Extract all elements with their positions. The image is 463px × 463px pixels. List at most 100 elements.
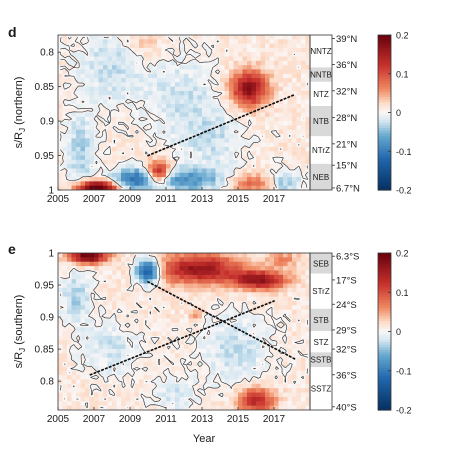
heatmap-cell [247, 142, 253, 148]
heatmap-cell [283, 296, 289, 302]
heatmap-cell [76, 396, 82, 402]
colorbar-segment [378, 284, 391, 288]
heatmap-cell [130, 159, 136, 165]
colorbar-segment [378, 370, 391, 374]
heatmap-cell [80, 146, 86, 152]
heatmap-cell [67, 146, 73, 152]
heatmap-cell [242, 69, 248, 75]
heatmap-cell [98, 314, 104, 320]
heatmap-cell [278, 405, 284, 410]
colorbar-segment [378, 42, 391, 46]
heatmap-cell [94, 292, 100, 298]
heatmap-cell [116, 270, 122, 276]
heatmap-cell [292, 370, 298, 376]
heatmap-cell [103, 159, 109, 165]
heatmap-cell [283, 121, 289, 127]
heatmap-cell [58, 375, 64, 381]
heatmap-cell [157, 39, 163, 45]
heatmap-cell [85, 56, 91, 62]
heatmap-cell [62, 375, 68, 381]
heatmap-cell [260, 90, 266, 96]
heatmap-cell [233, 146, 239, 152]
panel-letter: d [8, 24, 17, 40]
heatmap-cell [287, 52, 293, 58]
heatmap-cell [292, 375, 298, 381]
heatmap-cell [274, 82, 280, 88]
heatmap-cell [98, 292, 104, 298]
heatmap-cell [260, 138, 266, 144]
heatmap-cell [112, 116, 118, 122]
heatmap-cell [229, 99, 235, 105]
heatmap-cell [80, 86, 86, 92]
heatmap-cell [103, 134, 109, 139]
heatmap-cell [184, 370, 190, 376]
heatmap-cell [71, 392, 77, 398]
heatmap-cell [71, 129, 77, 135]
heatmap-cell [247, 172, 253, 178]
heatmap-cell [103, 112, 109, 118]
heatmap-cell [265, 52, 271, 58]
heatmap-cell [130, 266, 136, 272]
heatmap-cell [85, 86, 91, 92]
heatmap-cell [139, 274, 145, 280]
heatmap-cell [80, 112, 86, 118]
heatmap-cell [184, 331, 190, 337]
heatmap-cell [80, 353, 86, 359]
heatmap-cell [251, 287, 257, 293]
colorbar-segment [378, 47, 391, 52]
heatmap-cell [305, 78, 310, 83]
heatmap-cell [242, 261, 248, 267]
heatmap-cell [121, 181, 127, 187]
heatmap-cell [305, 60, 310, 66]
heatmap-cell [121, 348, 127, 354]
heatmap-cell [260, 340, 266, 346]
heatmap-cell [188, 283, 194, 289]
heatmap-cell [301, 305, 307, 311]
heatmap-cell [121, 125, 127, 131]
heatmap-cell [62, 177, 68, 182]
heatmap-cell [247, 383, 253, 389]
heatmap-cell [269, 116, 275, 122]
heatmap-cell [134, 379, 140, 385]
x-tick-label: 2017 [263, 194, 286, 205]
heatmap-cell [260, 327, 266, 333]
heatmap-cell [260, 99, 266, 105]
heatmap-cell [71, 155, 77, 161]
heatmap-cell [305, 129, 310, 135]
heatmap-cell [193, 65, 199, 71]
heatmap-cell [143, 375, 149, 381]
heatmap-cell [103, 47, 109, 53]
heatmap-cell [215, 279, 221, 285]
heatmap-cell [278, 116, 284, 122]
heatmap-cell [251, 383, 257, 389]
heatmap-cell [179, 279, 185, 285]
heatmap-cell [247, 47, 253, 53]
heatmap-cell [179, 56, 185, 62]
heatmap-cell [274, 314, 280, 320]
heatmap-cell [260, 116, 266, 122]
heatmap-cell [305, 103, 310, 109]
heatmap-cell [71, 56, 77, 62]
heatmap-cell [193, 309, 199, 315]
heatmap-cell [278, 78, 284, 83]
heatmap-cell [121, 177, 127, 182]
heatmap-cell [197, 116, 203, 122]
heatmap-cell [188, 353, 194, 359]
heatmap-cell [94, 78, 100, 83]
heatmap-cell [256, 353, 262, 359]
heatmap-cell [175, 142, 181, 148]
heatmap-cell [80, 370, 86, 376]
heatmap-cell [58, 318, 64, 324]
heatmap-cell [157, 388, 163, 394]
heatmap-cell [287, 129, 293, 135]
heatmap-cell [62, 52, 68, 58]
colorbar-segment [378, 73, 391, 77]
heatmap-cell [175, 47, 181, 53]
heatmap-cell [229, 396, 235, 402]
heatmap-cell [103, 405, 109, 410]
heatmap-cell [170, 379, 176, 385]
y-tick-label: 0.8 [40, 377, 54, 388]
heatmap-cell [130, 69, 136, 75]
heatmap-cell [287, 388, 293, 394]
heatmap-cell [161, 159, 167, 165]
